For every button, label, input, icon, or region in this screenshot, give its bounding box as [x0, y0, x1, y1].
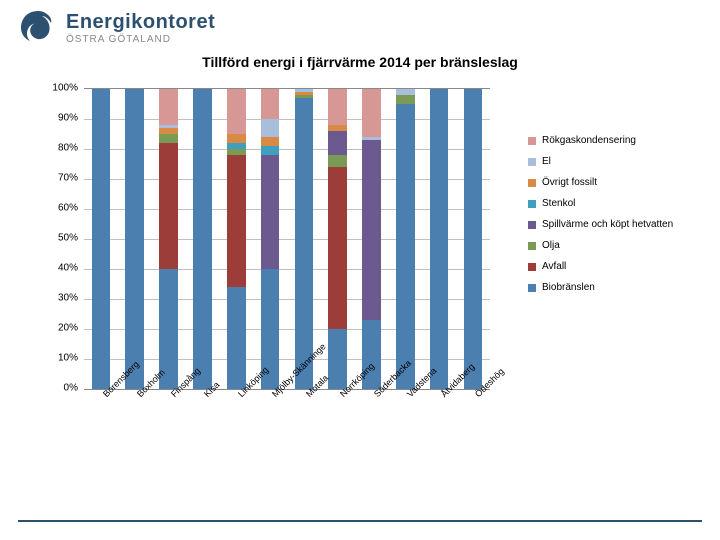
bar-segment	[295, 98, 314, 389]
legend-item: Biobränslen	[528, 282, 708, 293]
bar-segment	[328, 89, 347, 125]
bar-slot	[84, 89, 118, 389]
bar-slot	[253, 89, 287, 389]
bar-segment	[396, 104, 415, 389]
x-axis-labels: BorensbergBoxholmFinspångKisaLinköpingMj…	[84, 390, 490, 460]
bar	[464, 89, 483, 389]
bar-segment	[261, 89, 280, 119]
legend-label: Spillvärme och köpt hetvatten	[542, 219, 673, 230]
bar-slot	[287, 89, 321, 389]
bar	[125, 89, 144, 389]
bar-slot	[321, 89, 355, 389]
legend-label: Stenkol	[542, 198, 575, 209]
header: Energikontoret ÖSTRA GÖTALAND	[0, 0, 720, 50]
bar-slot	[422, 89, 456, 389]
chart-title: Tillförd energi i fjärrvärme 2014 per br…	[0, 54, 720, 70]
legend-item: Rökgaskondensering	[528, 135, 708, 146]
y-axis-labels: 0%10%20%30%40%50%60%70%80%90%100%	[46, 88, 78, 388]
legend-swatch	[528, 263, 536, 271]
bar-segment	[261, 137, 280, 146]
bar-segment	[227, 134, 246, 143]
bar	[430, 89, 449, 389]
legend-label: Övrigt fossilt	[542, 177, 597, 188]
brand-name: Energikontoret	[66, 12, 215, 32]
bar-segment	[328, 329, 347, 389]
bar-slot	[152, 89, 186, 389]
bar-segment	[261, 119, 280, 137]
legend-item: Övrigt fossilt	[528, 177, 708, 188]
legend-swatch	[528, 137, 536, 145]
footer-divider	[18, 520, 702, 522]
legend-item: Avfall	[528, 261, 708, 272]
y-tick-label: 20%	[58, 323, 78, 334]
chart: 0%10%20%30%40%50%60%70%80%90%100% Borens…	[50, 88, 490, 418]
logo-icon	[18, 8, 58, 48]
bar	[295, 89, 314, 389]
bar-segment	[328, 155, 347, 167]
legend-swatch	[528, 179, 536, 187]
legend-item: Olja	[528, 240, 708, 251]
bar-slot	[118, 89, 152, 389]
bar-segment	[92, 89, 111, 389]
bar-segment	[396, 95, 415, 104]
y-tick-label: 100%	[52, 83, 78, 94]
brand-sub: ÖSTRA GÖTALAND	[66, 34, 215, 45]
bar-segment	[328, 131, 347, 155]
legend: Rökgaskondensering El Övrigt fossilt Stenko…	[528, 135, 708, 303]
bar-segment	[362, 89, 381, 137]
legend-swatch	[528, 158, 536, 166]
bar-segment	[193, 89, 212, 389]
y-tick-label: 90%	[58, 113, 78, 124]
y-tick-label: 30%	[58, 293, 78, 304]
bar-segment	[227, 287, 246, 389]
y-tick-label: 0%	[64, 383, 78, 394]
y-tick-label: 80%	[58, 143, 78, 154]
bar-segment	[430, 89, 449, 389]
legend-swatch	[528, 200, 536, 208]
bar-segment	[261, 155, 280, 269]
bar-segment	[125, 89, 144, 389]
bar	[227, 89, 246, 389]
bar-segment	[227, 155, 246, 287]
bars-container	[84, 89, 490, 389]
bar-segment	[464, 89, 483, 389]
bar-segment	[159, 143, 178, 269]
bar-slot	[388, 89, 422, 389]
bar-slot	[185, 89, 219, 389]
bar	[362, 89, 381, 389]
bar	[193, 89, 212, 389]
bar-segment	[159, 89, 178, 125]
legend-swatch	[528, 284, 536, 292]
bar	[92, 89, 111, 389]
bar	[159, 89, 178, 389]
legend-item: Stenkol	[528, 198, 708, 209]
legend-swatch	[528, 242, 536, 250]
bar	[396, 89, 415, 389]
bar-segment	[227, 89, 246, 134]
bar-segment	[362, 140, 381, 320]
y-tick-label: 60%	[58, 203, 78, 214]
y-tick-label: 10%	[58, 353, 78, 364]
y-tick-label: 70%	[58, 173, 78, 184]
legend-item: El	[528, 156, 708, 167]
bar-slot	[456, 89, 490, 389]
bar-segment	[328, 167, 347, 329]
legend-label: Olja	[542, 240, 560, 251]
legend-swatch	[528, 221, 536, 229]
legend-label: Rökgaskondensering	[542, 135, 636, 146]
y-tick-label: 50%	[58, 233, 78, 244]
bar-slot	[219, 89, 253, 389]
legend-item: Spillvärme och köpt hetvatten	[528, 219, 708, 230]
plot-area	[84, 88, 490, 390]
y-tick-label: 40%	[58, 263, 78, 274]
legend-label: Avfall	[542, 261, 566, 272]
bar-segment	[261, 146, 280, 155]
legend-label: El	[542, 156, 551, 167]
bar-slot	[355, 89, 389, 389]
bar	[328, 89, 347, 389]
legend-label: Biobränslen	[542, 282, 595, 293]
bar-segment	[159, 134, 178, 143]
bar	[261, 89, 280, 389]
